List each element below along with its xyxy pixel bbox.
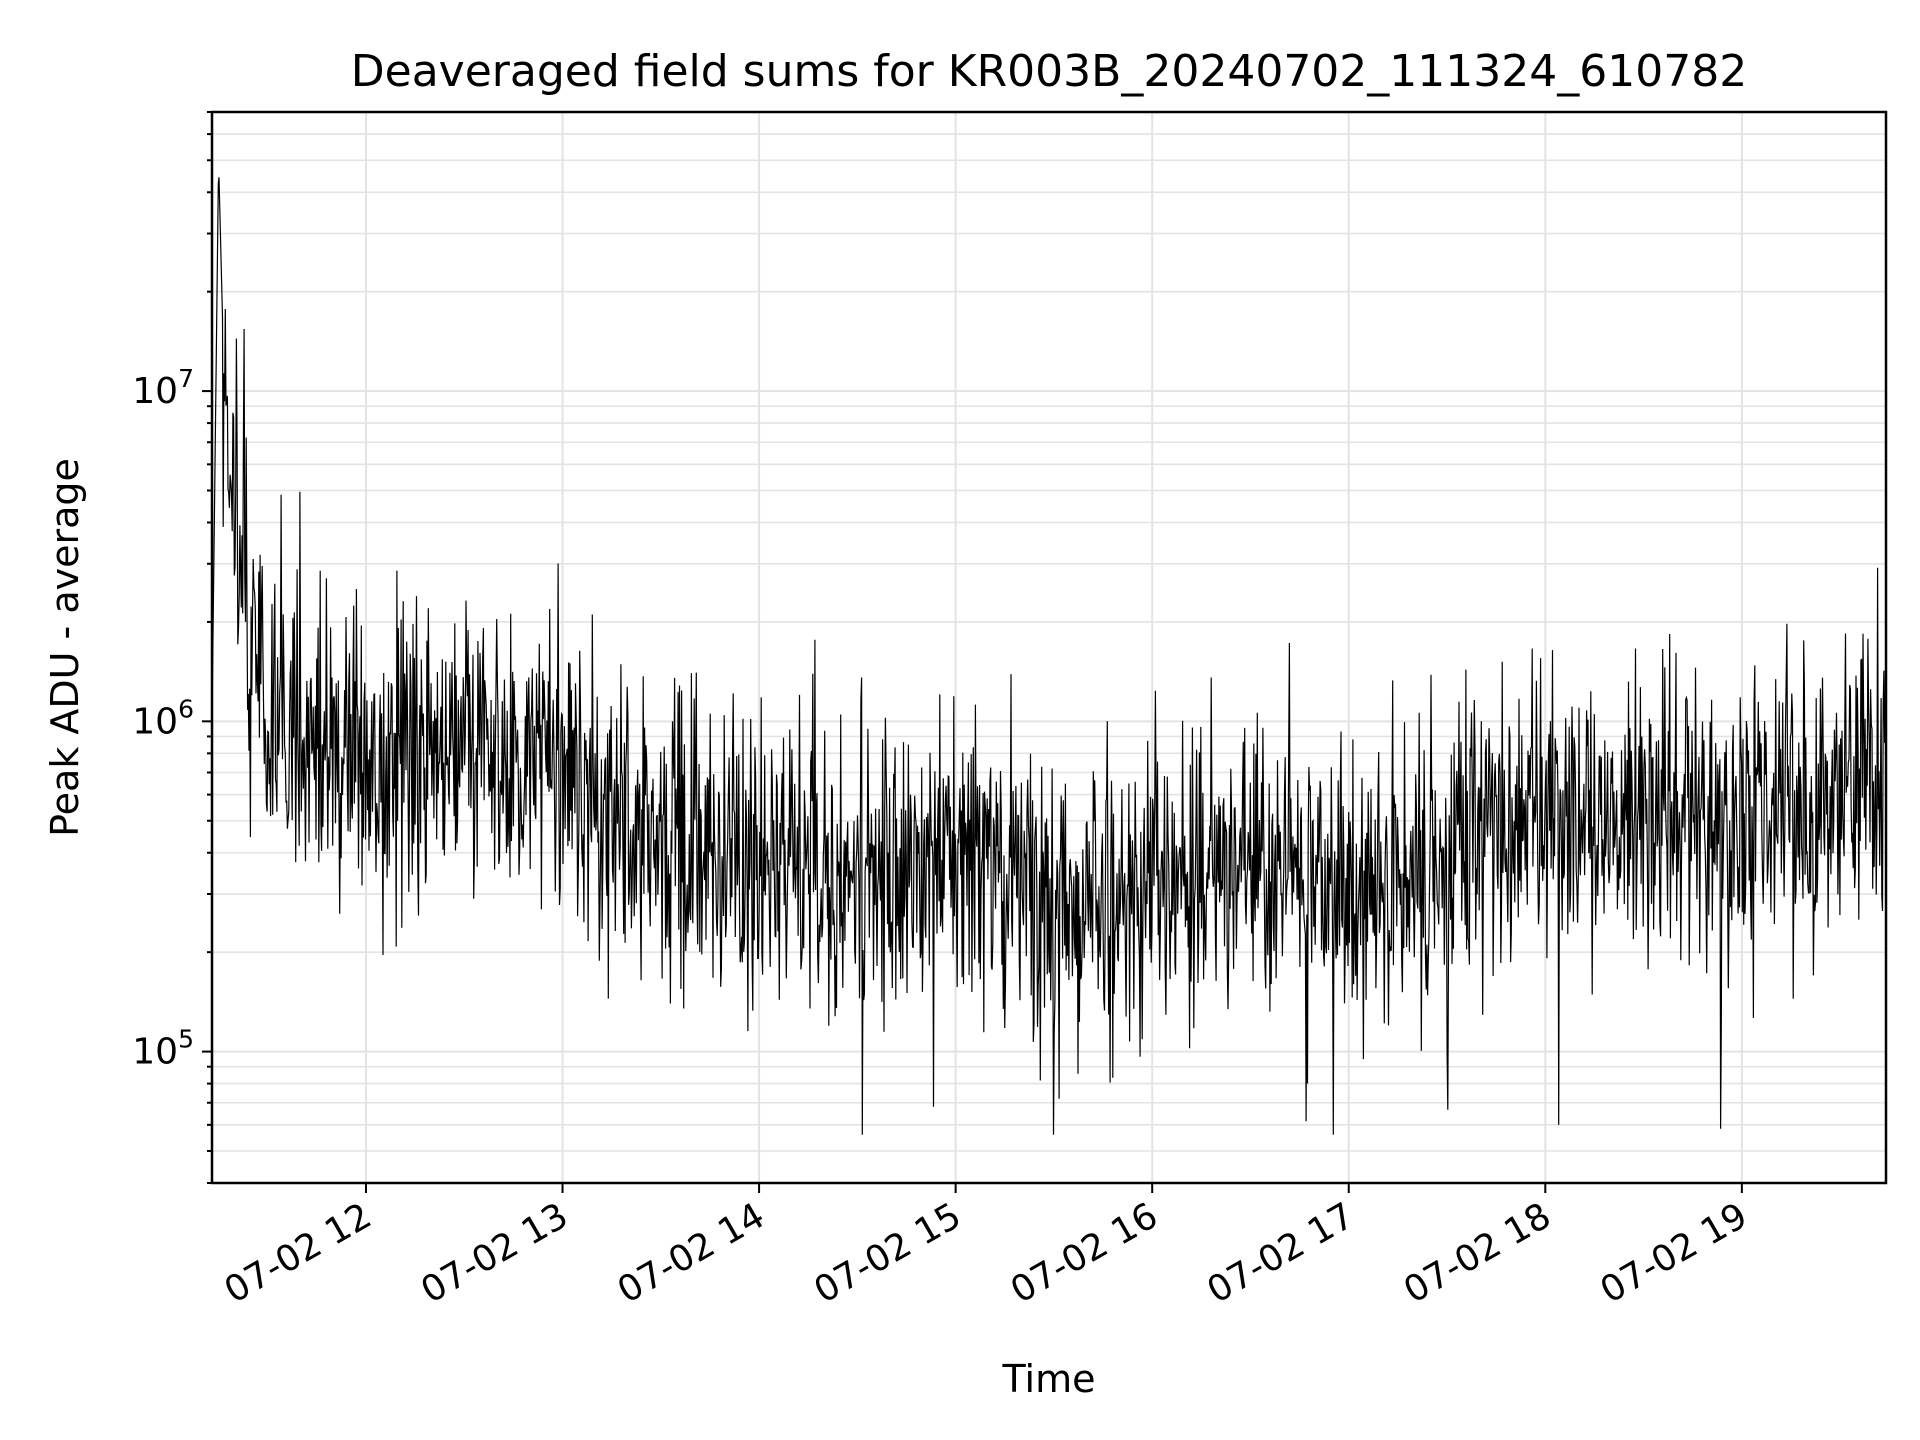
y-axis-label: Peak ADU - average [43,458,87,837]
series-path [211,177,1887,1135]
chart-title: Deaveraged field sums for KR003B_2024070… [351,46,1747,97]
x-axis-label: Time [1002,1357,1096,1401]
series-line [211,177,1887,1135]
y-tick-label: 107 [132,364,194,412]
y-tick-label: 106 [132,694,194,742]
y-tick-label: 105 [132,1025,194,1073]
plot-frame [210,110,1888,1185]
